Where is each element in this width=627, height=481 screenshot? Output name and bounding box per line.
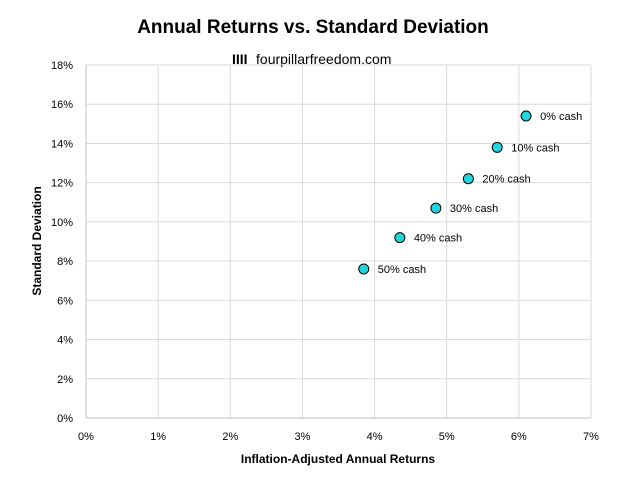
x-tick-label: 3% (294, 431, 310, 443)
data-point (394, 232, 406, 244)
y-tick-label: 18% (51, 60, 73, 72)
y-tick-label: 0% (57, 413, 73, 425)
data-point (430, 202, 442, 214)
gridlines (86, 64, 592, 418)
y-tick-label: 10% (51, 217, 73, 229)
data-label: 50% cash (378, 264, 426, 276)
x-tick-label: 1% (150, 431, 166, 443)
x-axis-tick-labels: 0% 1% 2% 3% 4% 5% 6% 7% (78, 431, 599, 443)
x-tick-label: 5% (439, 431, 455, 443)
data-label: 0% cash (540, 111, 582, 123)
y-tick-label: 14% (51, 138, 73, 150)
axes (85, 65, 591, 419)
data-label: 20% cash (482, 174, 530, 186)
data-point (462, 173, 474, 185)
y-tick-label: 16% (51, 99, 73, 111)
y-tick-label: 4% (57, 335, 73, 347)
y-axis-tick-labels: 0% 2% 4% 6% 8% 10% 12% 14% 16% 18% (51, 60, 73, 425)
data-points (358, 110, 532, 275)
x-tick-label: 2% (222, 431, 238, 443)
x-tick-label: 4% (367, 431, 383, 443)
data-labels: 0% cash 10% cash 20% cash 30% cash 40% cash 5… (378, 111, 583, 276)
data-label: 40% cash (414, 233, 462, 245)
chart-title: Annual Returns vs. Standard Deviation (137, 17, 489, 38)
y-tick-label: 2% (57, 374, 73, 386)
data-point (520, 110, 532, 122)
data-point (491, 141, 503, 153)
x-tick-label: 6% (511, 431, 527, 443)
y-tick-label: 12% (51, 178, 73, 190)
data-label: 30% cash (450, 203, 498, 215)
watermark-logo-bars: IIII (232, 51, 248, 67)
y-tick-label: 6% (57, 295, 73, 307)
x-tick-label: 0% (78, 431, 94, 443)
watermark-site: fourpillarfreedom.com (256, 51, 391, 67)
watermark: IIII fourpillarfreedom.com (232, 51, 391, 68)
y-tick-label: 8% (57, 256, 73, 268)
y-axis-title: Standard Deviation (30, 186, 44, 295)
data-label: 10% cash (511, 142, 559, 154)
data-point (358, 263, 370, 275)
x-tick-label: 7% (583, 431, 599, 443)
x-axis-title: Inflation-Adjusted Annual Returns (241, 452, 436, 466)
